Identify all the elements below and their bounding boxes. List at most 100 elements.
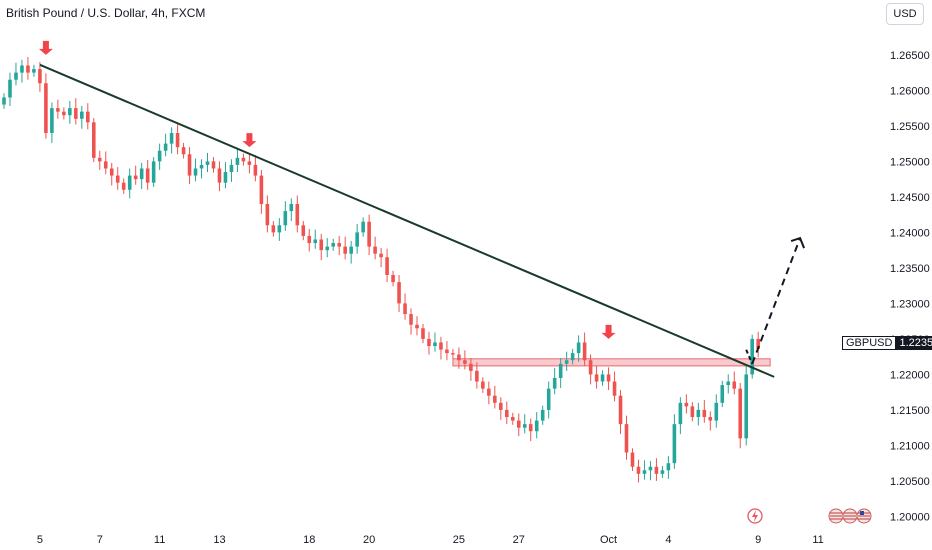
economic-events-flags-icon[interactable] [828,508,872,524]
candle [56,99,60,119]
candle-body [91,122,96,158]
candle [32,64,36,77]
candle [265,195,270,233]
candle [349,240,353,264]
y-tick-label: 1.25500 [890,121,930,133]
x-tick-label: 13 [213,534,225,546]
candle [169,127,174,154]
descending-trendline[interactable] [39,63,775,378]
candle [26,56,30,80]
candle-body [80,111,84,119]
candle-body [121,182,126,190]
candle-body [720,385,725,403]
candle [2,93,6,109]
candle [337,235,341,256]
candle [756,331,760,358]
candle-body [672,424,677,464]
candle-body [385,257,389,275]
candle [139,162,144,190]
candle-body [504,409,509,418]
candle-body [295,203,300,226]
tradingview-logo-icon [747,508,763,524]
candle [564,351,569,371]
candle [534,412,539,439]
candle-body [50,108,54,133]
candle-body [445,349,449,354]
candle [307,228,312,252]
candle [636,459,641,483]
candle [127,168,132,199]
candle-body [654,466,659,474]
candle-body [151,161,156,183]
candle [121,178,126,195]
projection-line[interactable] [751,237,802,365]
candle [187,147,192,185]
candle [576,335,581,362]
price-axis[interactable]: 1.26500 1.26000 1.25500 1.25000 1.24500 1.240… [890,50,930,524]
candle [157,143,162,170]
candle [606,367,611,391]
candle-body [618,395,623,425]
candle-body [660,470,665,474]
candle-body [247,161,252,165]
candle [708,411,713,431]
down-arrow-icon [242,133,257,148]
candle-body [187,154,192,176]
candle-body [373,246,377,254]
candle [391,270,395,287]
y-tick-label: 1.26000 [890,85,930,97]
candle [181,142,186,159]
candle [259,169,264,214]
candle-body [528,424,533,432]
candle [253,154,258,182]
candle [744,365,749,446]
plot-area[interactable] [2,40,806,483]
candle [205,152,210,173]
candle-body [62,111,66,116]
candle-body [355,232,359,247]
candle [86,103,90,130]
candle-body [403,303,407,315]
x-tick-label: 27 [513,534,525,546]
candle [624,415,629,460]
y-tick-label: 1.23500 [890,263,930,275]
x-tick-label: Oct [600,534,617,546]
candle [163,133,168,157]
y-tick-label: 1.20000 [890,511,930,523]
candle-body [546,388,551,410]
candle-body [564,360,569,364]
currency-button[interactable]: USD [886,3,924,25]
candle-body [20,65,24,73]
candle [540,405,545,425]
candle [68,101,72,124]
candle [666,456,671,479]
candle-body [229,164,234,173]
candle-body [349,246,353,254]
candle [415,316,419,336]
candle [522,414,527,434]
time-axis[interactable]: 5 7 11 13 18 20 25 27 Oct 4 9 11 [37,534,824,546]
candle [630,448,635,471]
candle [145,159,150,190]
candle-body [181,147,186,155]
candle [289,198,294,222]
candle-body [636,466,641,474]
candle-body [678,402,683,425]
candle-body [540,409,545,421]
candle [361,217,365,237]
candle-body [169,132,174,144]
candle [283,201,288,231]
candle [403,293,407,320]
resistance-zone[interactable] [452,358,771,367]
candle-body [103,161,108,169]
candle-body [457,354,461,361]
candle-body [594,374,599,382]
candle [457,347,461,369]
candle [313,229,318,249]
candle [44,73,48,139]
candle [612,371,617,402]
candle-body [427,338,431,347]
candle [385,248,389,283]
candle-body [319,239,324,251]
